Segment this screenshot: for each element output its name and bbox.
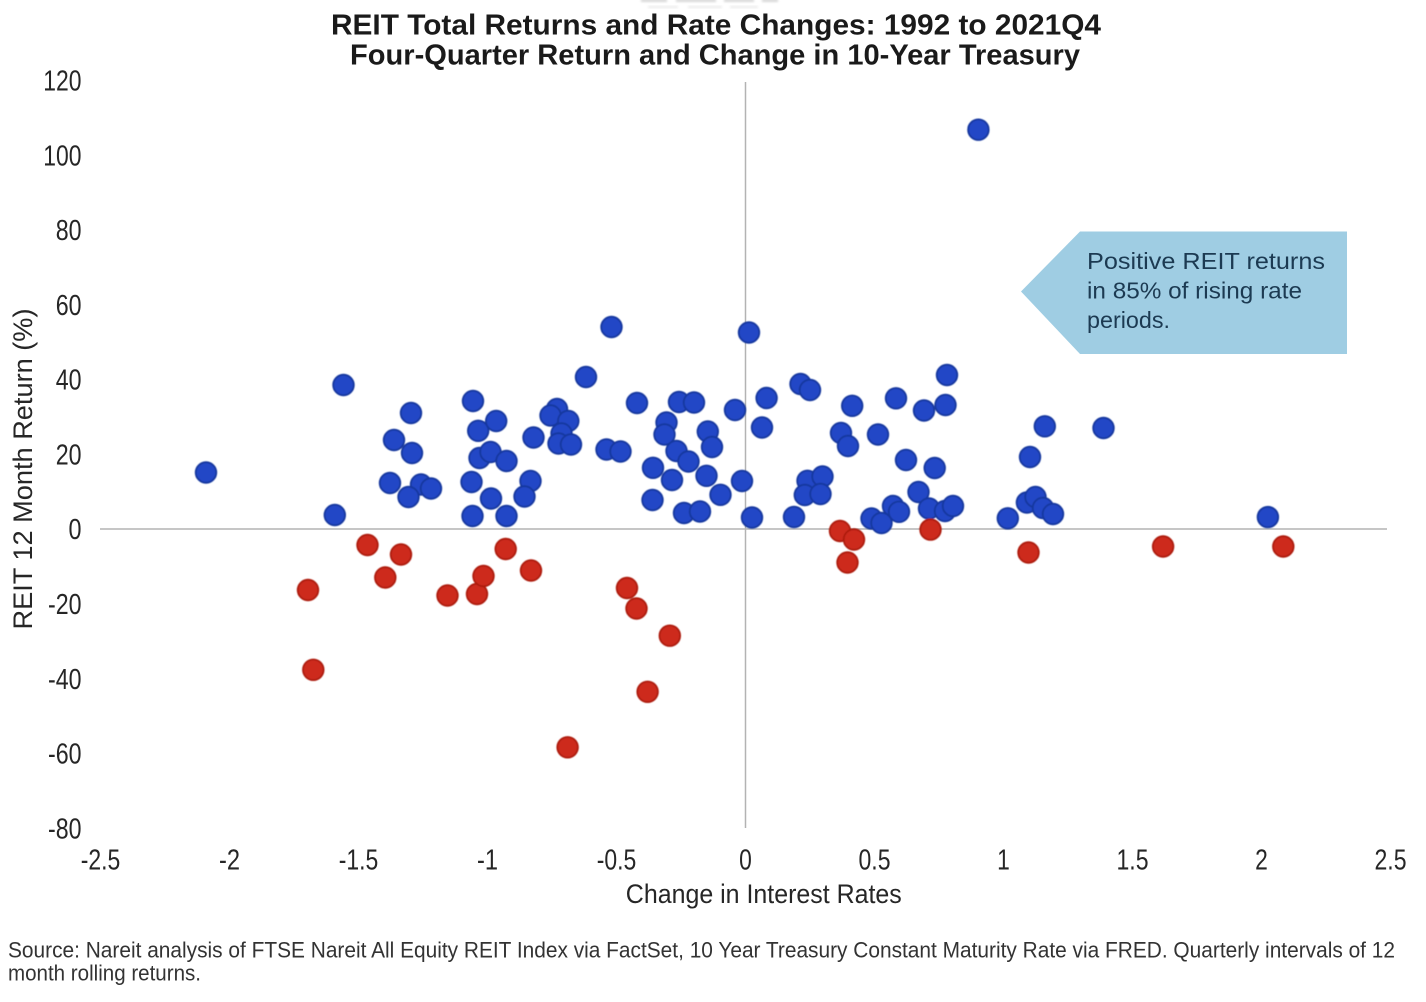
svg-text:20: 20: [56, 439, 82, 471]
svg-text:REIT 12 Month Return (%): REIT 12 Month Return (%): [8, 309, 38, 630]
svg-text:40: 40: [56, 365, 82, 397]
svg-text:periods.: periods.: [1087, 307, 1170, 333]
svg-text:60: 60: [56, 290, 82, 322]
svg-text:REIT Total Returns and Rate Ch: REIT Total Returns and Rate Changes: 199…: [331, 10, 1101, 42]
svg-text:-20: -20: [48, 589, 82, 621]
svg-text:in 85% of rising rate: in 85% of rising rate: [1087, 278, 1302, 304]
svg-text:0: 0: [69, 514, 82, 546]
svg-text:-0.5: -0.5: [597, 844, 637, 876]
svg-text:-40: -40: [48, 664, 82, 696]
svg-text:120: 120: [43, 66, 81, 98]
svg-text:Source: Nareit analysis of FTS: Source: Nareit analysis of FTSE Nareit A…: [8, 938, 1395, 963]
svg-text:80: 80: [56, 215, 82, 247]
svg-text:-1: -1: [477, 844, 498, 876]
svg-text:2: 2: [1255, 844, 1268, 876]
svg-text:100: 100: [43, 140, 81, 172]
svg-text:Four-Quarter Return and Change: Four-Quarter Return and Change in 10-Yea…: [350, 40, 1080, 72]
svg-text:-80: -80: [48, 813, 82, 845]
svg-text:-60: -60: [48, 739, 82, 771]
svg-text:-1.5: -1.5: [339, 844, 379, 876]
svg-text:-2: -2: [219, 844, 240, 876]
svg-text:Positive REIT returns: Positive REIT returns: [1087, 248, 1325, 274]
svg-text:2.5: 2.5: [1375, 844, 1407, 876]
svg-text:0.5: 0.5: [859, 844, 891, 876]
svg-text:month rolling returns.: month rolling returns.: [8, 961, 201, 986]
svg-text:0: 0: [739, 844, 752, 876]
svg-text:1.5: 1.5: [1117, 844, 1149, 876]
svg-text:-2.5: -2.5: [81, 844, 121, 876]
svg-text:1: 1: [997, 844, 1010, 876]
svg-text:Change in Interest Rates: Change in Interest Rates: [626, 879, 902, 909]
